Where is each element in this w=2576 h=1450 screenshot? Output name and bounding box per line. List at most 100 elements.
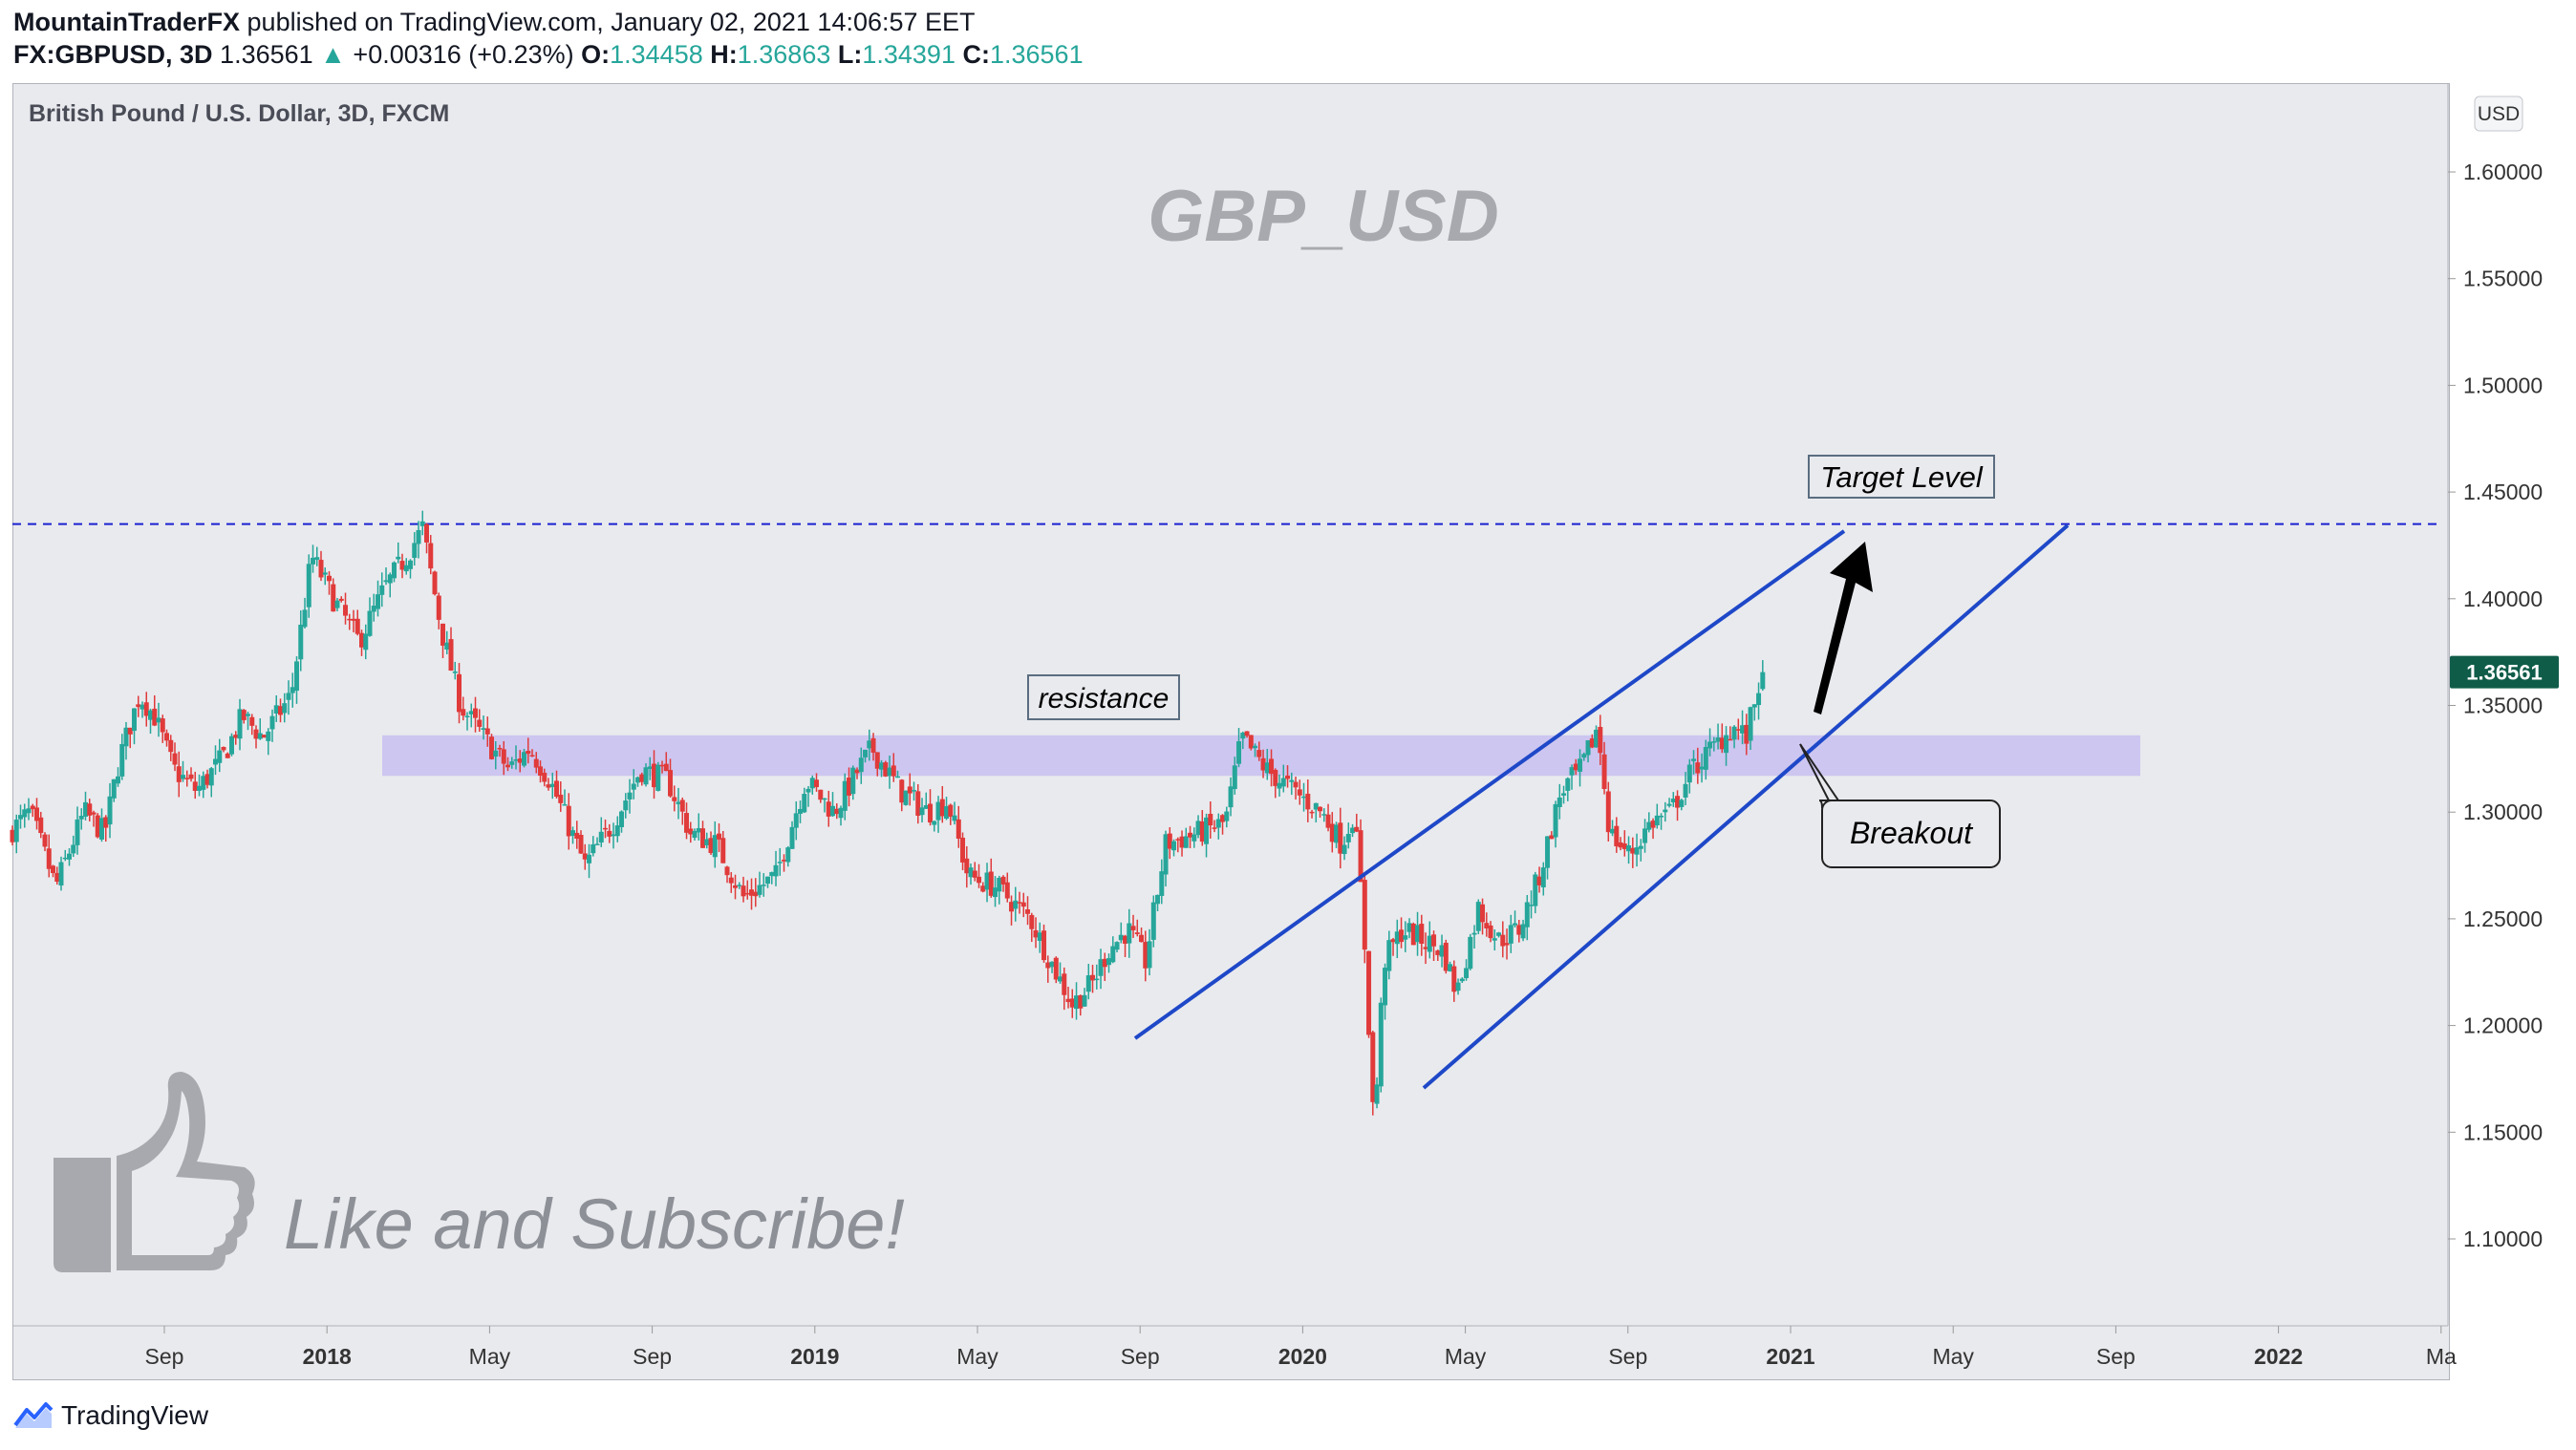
candle-body: [1321, 814, 1327, 816]
candle-body: [907, 786, 912, 794]
candle-body: [1516, 925, 1522, 935]
candle-body: [273, 705, 279, 714]
target-arrow-icon[interactable]: [1814, 542, 1873, 714]
candle-body: [1130, 926, 1136, 930]
candle-body: [1670, 799, 1676, 802]
candle-body: [1618, 842, 1623, 848]
candle-body: [1188, 832, 1193, 838]
candle-body: [253, 729, 259, 739]
candle-body: [1650, 821, 1656, 828]
candle-body: [753, 891, 759, 897]
candle-body: [26, 808, 32, 814]
candle-body: [692, 830, 698, 839]
candle-body: [757, 885, 762, 895]
breakout-callout[interactable]: Breakout: [1799, 743, 2001, 868]
candle-body: [1224, 811, 1230, 821]
candle-body: [428, 543, 434, 569]
channel-upper-line[interactable]: [1133, 529, 1846, 1040]
candle-body: [1053, 957, 1059, 980]
candle-body: [327, 575, 333, 582]
candle-body: [1232, 765, 1237, 790]
time-tick-label: Ma: [2426, 1344, 2457, 1369]
candle-body: [201, 776, 206, 790]
candle-body: [1719, 737, 1725, 750]
candle-body: [1090, 974, 1096, 981]
candle-body: [1033, 929, 1039, 938]
candle-body: [526, 751, 531, 755]
candle-body: [1362, 880, 1367, 950]
candle-body: [217, 750, 223, 763]
candle-body: [99, 818, 105, 840]
candle-body: [204, 774, 210, 785]
candle-body: [1134, 932, 1140, 934]
candle-body: [1621, 843, 1627, 849]
currency-badge[interactable]: USD: [2474, 96, 2523, 132]
candle-body: [440, 623, 446, 646]
candle-body: [1403, 935, 1408, 940]
candle-body: [10, 829, 15, 842]
candle-body: [140, 704, 145, 710]
candle-body: [847, 777, 852, 796]
candle-body: [582, 853, 588, 860]
candle-body: [939, 799, 945, 817]
candle-body: [1139, 934, 1145, 943]
candle-body: [558, 794, 564, 803]
candle-body: [822, 798, 827, 800]
candle-body: [574, 832, 580, 840]
candle-body: [1297, 789, 1302, 796]
time-axis[interactable]: Sep 2018 May Sep 2019 May Sep 2020 May Sep 2021 May…: [145, 1326, 2457, 1369]
target-callout[interactable]: Target Level: [1808, 455, 1995, 499]
candle-body: [473, 708, 479, 718]
candle-body: [83, 801, 89, 817]
price-axis[interactable]: 1.60000 1.55000 1.50000 1.45000 1.40000 1.350…: [2448, 160, 2543, 1251]
candle-body: [331, 584, 336, 612]
candle-body: [1313, 802, 1319, 810]
time-tick-label: May: [1932, 1344, 1974, 1369]
author-name[interactable]: MountainTraderFX: [13, 8, 241, 36]
symbol-watermark: GBP_USD: [1148, 176, 1498, 257]
candle-body: [984, 872, 990, 890]
candle-body: [127, 727, 133, 735]
candle-body: [652, 763, 657, 788]
last-price: 1.36561: [220, 40, 313, 69]
candle-body: [513, 759, 519, 761]
candle-body: [1480, 904, 1486, 923]
candle-body: [1199, 821, 1205, 842]
candle-body: [181, 775, 186, 779]
candle-body: [1431, 934, 1437, 947]
candle-body: [1553, 803, 1558, 838]
time-tick-label: 2021: [1766, 1344, 1814, 1369]
candles-group: [10, 510, 1766, 1116]
time-tick-label: Sep: [1121, 1344, 1160, 1369]
candle-body: [554, 780, 560, 798]
time-tick-label: 2020: [1278, 1344, 1327, 1369]
candle-body: [1004, 882, 1010, 899]
candle-body: [1666, 803, 1672, 806]
candle-body: [1488, 925, 1493, 939]
chart-frame[interactable]: [12, 83, 2450, 1380]
candle-body: [1642, 828, 1648, 843]
candle-body: [241, 710, 247, 720]
candle-body: [883, 762, 889, 777]
candle-body: [1248, 735, 1254, 749]
resistance-callout[interactable]: resistance: [1027, 674, 1180, 720]
candle-body: [1338, 822, 1343, 854]
candle-body: [1556, 797, 1562, 807]
candle-body: [371, 606, 376, 612]
ohlc-line: FX:GBPUSD, 3D 1.36561 ▲ +0.00316 (+0.23%…: [13, 40, 1084, 70]
channel-lower-line[interactable]: [1422, 523, 2070, 1090]
candle-body: [1581, 754, 1587, 758]
candle-body: [773, 864, 779, 877]
tradingview-logo[interactable]: TradingView: [13, 1400, 208, 1431]
candle-body: [461, 709, 466, 716]
candle-body: [477, 719, 483, 727]
candle-body: [1366, 950, 1372, 1035]
candle-body: [826, 801, 831, 817]
symbol-label: FX:GBPUSD, 3D: [13, 40, 213, 69]
candle-body: [416, 529, 421, 544]
candle-body: [761, 885, 766, 886]
candle-body: [148, 710, 154, 720]
candle-body: [448, 639, 454, 672]
candle-body: [972, 870, 977, 878]
